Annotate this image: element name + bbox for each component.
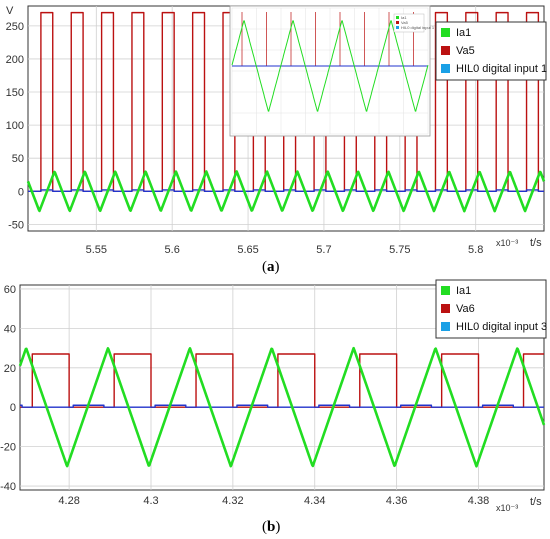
legend-label-digital-b: HIL0 digital input 3 (456, 321, 547, 333)
x-ticks-a: 5.55 5.6 5.65 5.7 5.75 5.8 (86, 244, 484, 256)
legend-a: Ia1 Va5 HIL0 digital input 1 (435, 21, 547, 81)
inset-va5-line (241, 12, 414, 66)
legend-box-b (435, 279, 547, 339)
inset-ia1-line (231, 20, 429, 112)
legend-swatch-va6-b (441, 304, 450, 313)
y-tick-label-b: -40 (0, 481, 16, 493)
y-tick-label-a: 100 (6, 120, 24, 132)
y-axis-label-a: V (6, 5, 14, 17)
y-tick-label-a: 200 (6, 54, 24, 66)
x-tick-label-a: 5.65 (237, 244, 258, 256)
series-line-ia1-b (18, 346, 546, 468)
inset-legend-box (393, 13, 425, 33)
inset-legend-label-ia1: Ia1 (401, 15, 407, 20)
caption-a: (a) (262, 259, 280, 275)
inset-legend-swatch-ia1 (396, 16, 399, 19)
legend-swatch-ia1-b (441, 286, 450, 295)
legend-swatch-va5-a (441, 46, 450, 55)
inset-panel-a: Ia1 Va5 HIL0 digital input 1 (229, 5, 435, 137)
x-tick-label-a: 5.8 (468, 244, 483, 256)
legend-label-digital-a: HIL0 digital input 1 (456, 63, 547, 75)
legend-box-a (435, 21, 547, 81)
x-tick-label-b: 4.28 (58, 495, 79, 507)
y-tick-label-b: 20 (4, 363, 16, 375)
inset-grid (231, 7, 429, 135)
legend-label-va5-a: Va5 (456, 45, 475, 57)
inset-series (231, 12, 429, 112)
x-tick-label-b: 4.36 (386, 495, 407, 507)
legend-label-va6-b: Va6 (456, 303, 475, 315)
inset-legend-swatch-va5 (396, 21, 399, 24)
legend-swatch-digital-a (441, 64, 450, 73)
y-tick-label-a: 50 (12, 153, 24, 165)
x-exponent-a: x10⁻³ (496, 238, 518, 248)
y-tick-label-a: 0 (18, 186, 24, 198)
y-tick-label-a: 250 (6, 21, 24, 33)
x-axis-label-b: t/s (530, 496, 542, 508)
x-tick-label-a: 5.55 (86, 244, 107, 256)
x-tick-label-b: 4.32 (222, 495, 243, 507)
series-line-ia1-a (26, 170, 546, 213)
y-tick-label-a: -50 (8, 219, 24, 231)
y-ticks-b: -40 -20 0 20 40 60 (0, 284, 16, 493)
x-ticks-b: 4.28 4.3 4.32 4.34 4.36 4.38 (58, 495, 489, 507)
legend-swatch-digital-b (441, 322, 450, 331)
x-exponent-b: x10⁻³ (496, 503, 518, 513)
y-tick-label-b: 0 (10, 402, 16, 414)
x-tick-label-b: 4.3 (143, 495, 158, 507)
x-tick-label-a: 5.6 (165, 244, 180, 256)
x-tick-label-b: 4.38 (468, 495, 489, 507)
inset-legend-label-va5: Va5 (401, 20, 409, 25)
x-axis-label-a: t/s (530, 237, 542, 249)
panel-b: -40 -20 0 20 40 60 4.28 4.3 4.32 4.34 4.36 4.38 x1… (0, 279, 547, 535)
x-tick-label-a: 5.75 (389, 244, 410, 256)
legend-label-ia1-a: Ia1 (456, 27, 471, 39)
series-line-va6-b (20, 353, 544, 408)
legend-swatch-ia1-a (441, 28, 450, 37)
y-tick-label-a: 150 (6, 87, 24, 99)
panel-a: -50 0 50 100 150 200 250 5.55 5.6 5.65 5.7 5.75 5.8… (6, 5, 547, 275)
legend-b: Ia1 Va6 HIL0 digital input 3 (435, 279, 547, 339)
y-tick-label-b: 40 (4, 323, 16, 335)
x-tick-label-b: 4.34 (304, 495, 325, 507)
inset-legend-swatch-digital (396, 26, 399, 29)
y-tick-label-b: 60 (4, 284, 16, 296)
x-tick-label-a: 5.7 (316, 244, 331, 256)
y-tick-label-b: -20 (0, 442, 16, 454)
inset-legend-label-digital: HIL0 digital input 1 (401, 25, 435, 30)
inset-legend: Ia1 Va5 HIL0 digital input 1 (393, 13, 435, 33)
caption-b: (b) (262, 519, 280, 535)
series-b (18, 346, 546, 468)
y-ticks-a: -50 0 50 100 150 200 250 (6, 21, 24, 232)
legend-label-ia1-b: Ia1 (456, 285, 471, 297)
